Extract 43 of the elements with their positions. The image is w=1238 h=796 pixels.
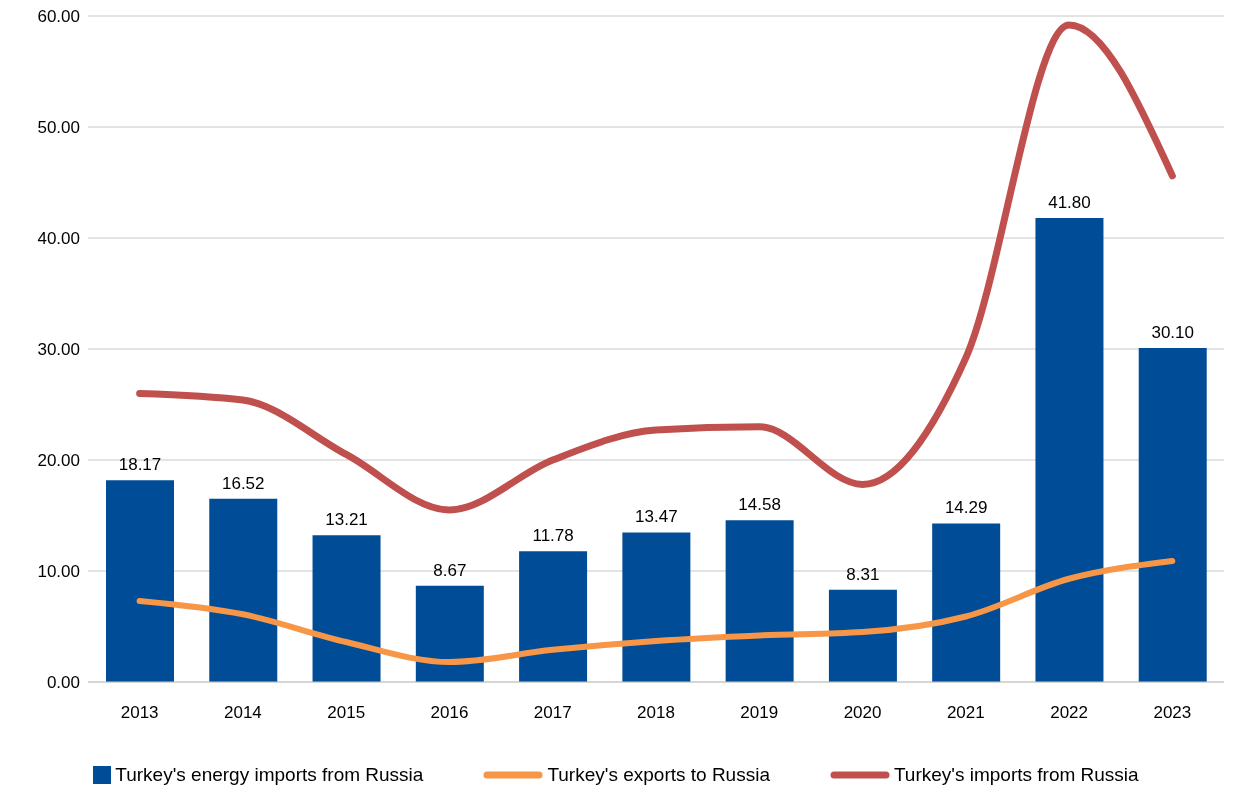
x-tick-label: 2019: [740, 703, 779, 723]
bar: [1138, 347, 1207, 682]
x-tick-label: 2013: [120, 703, 159, 723]
bar: [622, 532, 691, 682]
legend-label: Turkey's energy imports from Russia: [115, 764, 424, 786]
data-label: 11.78: [532, 526, 574, 546]
y-tick-label: 60.00: [37, 7, 80, 27]
x-tick-label: 2016: [430, 703, 469, 723]
x-tick-label: 2022: [1050, 703, 1089, 723]
data-label: 8.67: [433, 560, 467, 580]
data-label: 14.29: [944, 498, 988, 518]
x-tick-label: 2014: [224, 703, 262, 723]
bar: [1035, 218, 1104, 682]
x-tick-label: 2021: [946, 703, 985, 723]
data-label: 13.47: [635, 507, 678, 527]
data-label: 8.31: [846, 564, 880, 584]
legend-label: Turkey's exports to Russia: [547, 764, 770, 786]
bar: [828, 589, 897, 682]
data-label: 41.80: [1048, 193, 1091, 213]
x-tick-label: 2017: [533, 703, 572, 723]
bar: [932, 523, 1001, 682]
y-tick-label: 40.00: [37, 229, 80, 249]
y-tick-label: 50.00: [37, 118, 80, 138]
bar: [106, 480, 174, 682]
data-label: 14.58: [738, 495, 781, 515]
y-tick-label: 20.00: [37, 451, 80, 471]
y-tick-label: 30.00: [37, 340, 80, 360]
bar: [415, 585, 484, 682]
y-tick-label: 10.00: [37, 562, 80, 582]
data-label: 13.21: [325, 510, 368, 530]
bar: [519, 551, 588, 682]
x-tick-label: 2020: [843, 703, 882, 723]
data-label: 16.52: [222, 473, 265, 493]
x-tick-label: 2015: [327, 703, 366, 723]
x-tick-label: 2018: [637, 703, 675, 723]
y-tick-label: 0.00: [46, 673, 80, 693]
bar: [312, 535, 381, 682]
data-label: 18.17: [118, 455, 162, 475]
bar: [209, 498, 278, 682]
data-label: 30.10: [1151, 322, 1194, 342]
x-tick-label: 2023: [1153, 703, 1192, 723]
legend-label: Turkey's imports from Russia: [893, 764, 1139, 786]
bar: [725, 520, 794, 682]
